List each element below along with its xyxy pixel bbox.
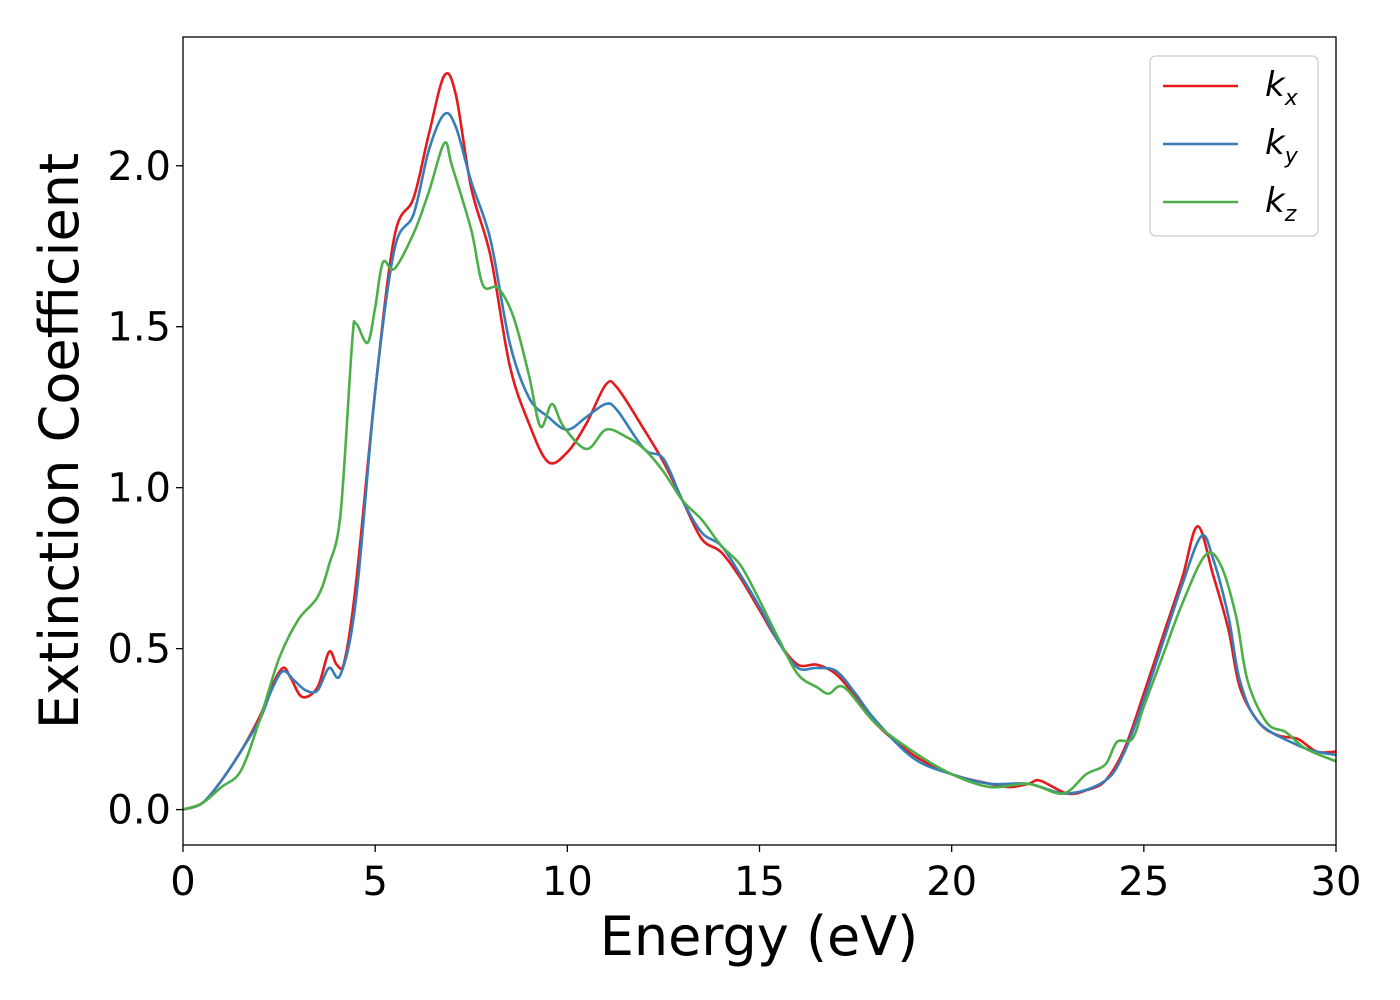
y-tick-label: 1.0 <box>107 466 171 512</box>
x-tick-label: 10 <box>542 859 593 905</box>
x-tick-label: 5 <box>362 859 387 905</box>
x-tick-label: 15 <box>734 859 785 905</box>
y-axis-title: Extinction Coefficient <box>28 153 91 729</box>
legend-label-z: kz <box>1265 181 1297 227</box>
x-tick-label: 20 <box>926 859 977 905</box>
legend: kx ky kz <box>1149 55 1319 237</box>
x-tick-label: 0 <box>170 859 195 905</box>
legend-box <box>1149 55 1319 237</box>
x-tick-label: 30 <box>1311 859 1362 905</box>
series-line-z <box>183 141 1336 811</box>
x-axis-title: Energy (eV) <box>600 905 919 968</box>
legend-label-y: ky <box>1265 123 1299 169</box>
y-tick-label: 2.0 <box>107 144 171 190</box>
legend-label-x: kx <box>1265 65 1299 111</box>
y-tick-label: 0.0 <box>107 788 171 834</box>
y-axis: 0.0 0.5 1.0 1.5 2.0 <box>107 144 183 834</box>
x-axis: 0 5 10 15 20 25 30 <box>170 845 1361 905</box>
x-tick-label: 25 <box>1118 859 1169 905</box>
y-tick-label: 1.5 <box>107 305 171 351</box>
series-layer <box>183 71 1336 811</box>
y-tick-label: 0.5 <box>107 627 171 673</box>
